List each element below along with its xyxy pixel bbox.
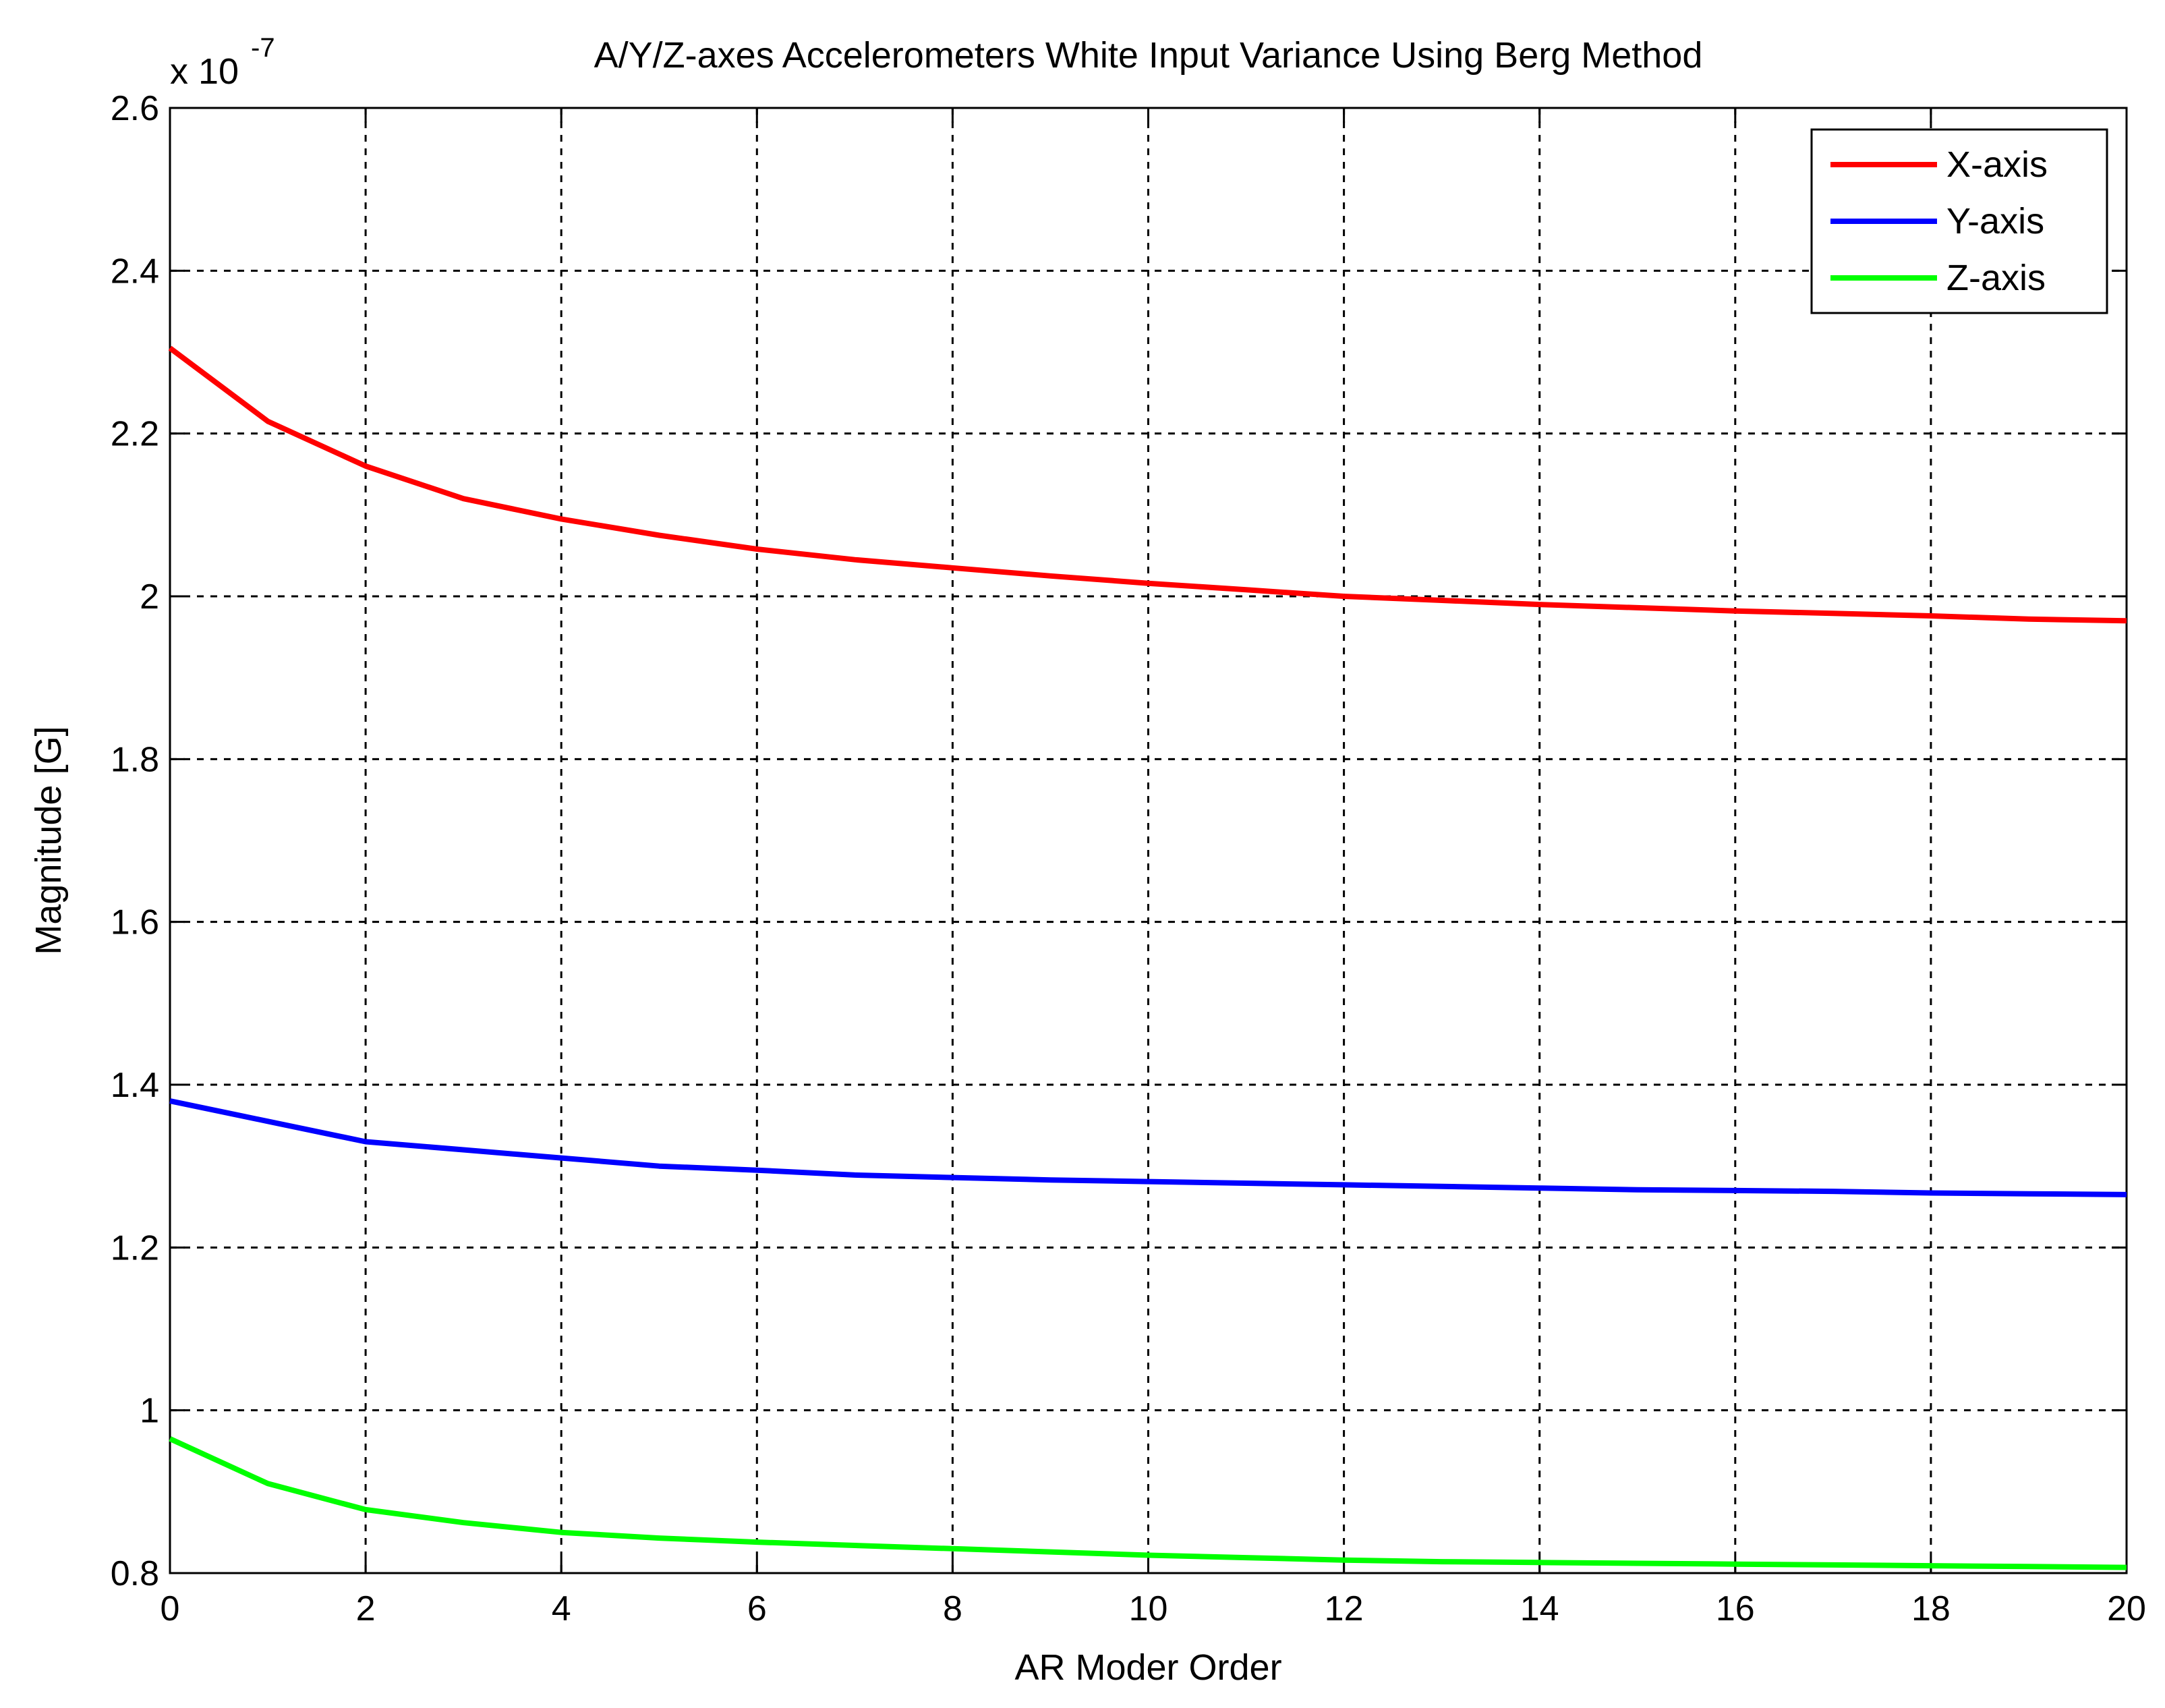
legend-label: X-axis <box>1946 144 2048 185</box>
legend: X-axis Y-axis Z-axis <box>1810 128 2108 314</box>
series-line-y-axis <box>169 1098 2127 1197</box>
ticks: 0 2 4 6 8 10 12 14 16 18 20 0.8 1 1.2 1.4 1.6 1.8 2 2.2 2.4… <box>111 89 2146 1628</box>
x-tick-label: 0 <box>161 1589 180 1628</box>
exponent-base-label: x 10 <box>170 51 239 92</box>
y-tick-label: 1 <box>140 1392 159 1431</box>
y-tick-label: 2.6 <box>111 89 159 128</box>
x-tick-label: 8 <box>943 1589 962 1628</box>
x-tick-label: 18 <box>1911 1589 1951 1628</box>
y-tick-label: 1.4 <box>111 1066 159 1105</box>
x-tick-label: 14 <box>1520 1589 1559 1628</box>
y-tick-label: 1.6 <box>111 903 159 942</box>
series <box>168 345 2127 1570</box>
x-tick-label: 20 <box>2107 1589 2146 1628</box>
x-tick-label: 2 <box>356 1589 376 1628</box>
y-tick-label: 2.2 <box>111 415 159 454</box>
x-tick-label: 10 <box>1129 1589 1168 1628</box>
y-tick-label: 0.8 <box>111 1554 159 1593</box>
y-axis-label: Magnitude [G] <box>28 726 69 955</box>
x-tick-label: 16 <box>1716 1589 1755 1628</box>
x-tick-label: 6 <box>747 1589 767 1628</box>
series-line-x-axis <box>168 345 2127 624</box>
y-tick-label: 2.4 <box>111 252 159 291</box>
axis-exponent: x 10 -7 <box>170 33 275 92</box>
exponent-power-label: -7 <box>251 33 275 63</box>
grid <box>170 108 2127 1573</box>
y-tick-label: 1.8 <box>111 740 159 779</box>
legend-label: Z-axis <box>1946 258 2046 298</box>
x-tick-label: 4 <box>552 1589 571 1628</box>
x-tick-label: 12 <box>1325 1589 1364 1628</box>
x-axis-label: AR Moder Order <box>1014 1647 1281 1688</box>
y-tick-label: 2 <box>140 577 159 617</box>
legend-label: Y-axis <box>1946 201 2044 241</box>
series-line-z-axis <box>169 1436 2127 1570</box>
chart-title: A/Y/Z-axes Accelerometers White Input Va… <box>594 35 1703 76</box>
y-tick-label: 1.2 <box>111 1228 159 1268</box>
